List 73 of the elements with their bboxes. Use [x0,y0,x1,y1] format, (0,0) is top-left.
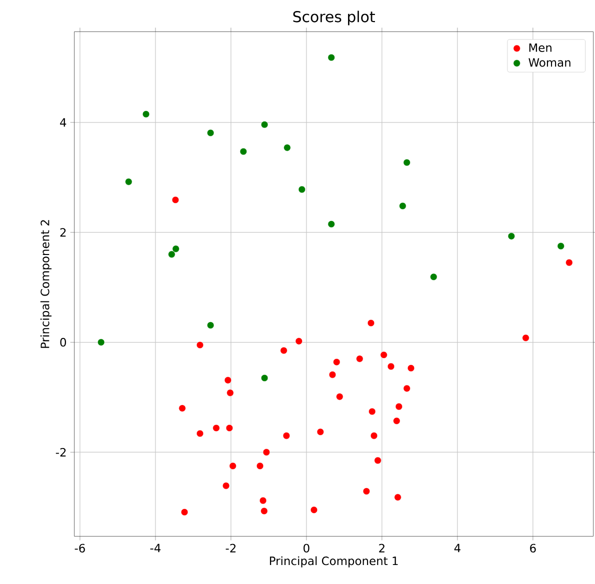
point [226,389,234,396]
point [394,494,402,501]
point [125,178,132,186]
point [430,273,438,280]
point [282,432,290,440]
point [374,456,382,464]
point [180,508,188,516]
point [142,110,150,118]
point [298,186,306,194]
point [229,462,236,470]
point [207,322,214,329]
point [295,338,302,345]
point [362,488,370,495]
point [260,507,268,515]
point [328,371,336,378]
point [367,319,375,327]
point [407,364,415,372]
y-tick-label: 4 [60,118,66,127]
point [387,362,395,370]
chart-title: Scores plot [293,10,375,26]
x-tick-label: 0 [304,544,310,552]
point [393,417,400,424]
point [310,506,318,514]
point [207,129,214,136]
point [98,338,105,346]
point [566,259,573,266]
point [522,334,530,342]
x-axis-title: Principal Component 1 [270,556,398,568]
point [178,404,186,412]
point [395,403,402,410]
point [259,497,267,504]
point [222,482,230,490]
point [557,242,564,250]
point [196,341,204,349]
point [368,408,376,416]
point [380,351,388,358]
point [256,462,264,470]
x-tick-label: 2 [379,544,384,552]
x-tick-label: -2 [226,544,236,552]
point [172,196,180,204]
x-tick-label: -6 [74,544,85,552]
point [172,245,180,252]
point [284,144,291,152]
point [240,148,247,156]
point [508,232,515,240]
point [226,424,233,432]
point [280,346,288,354]
point [196,430,204,438]
x-tick-label: 6 [530,544,536,552]
point [336,393,344,400]
y-tick-label: 2 [60,228,66,237]
point [399,202,406,210]
point [316,428,324,436]
point [260,374,268,382]
legend-label: Woman [528,58,570,67]
y-axis-title: Principal Component 2 [40,220,52,348]
point [370,432,378,440]
point [403,384,410,392]
point [168,250,176,258]
point [260,121,268,128]
point [224,376,232,384]
legend-label: Men [529,43,552,52]
point [356,355,364,362]
point [328,220,335,228]
point [333,358,340,366]
point [403,158,410,166]
point [328,54,335,62]
point [262,448,270,456]
x-tick-label: 4 [454,544,460,552]
y-tick-label: 0 [60,338,66,347]
y-tick-label: -2 [56,448,66,456]
x-tick-label: -4 [150,544,161,552]
point [212,424,220,432]
